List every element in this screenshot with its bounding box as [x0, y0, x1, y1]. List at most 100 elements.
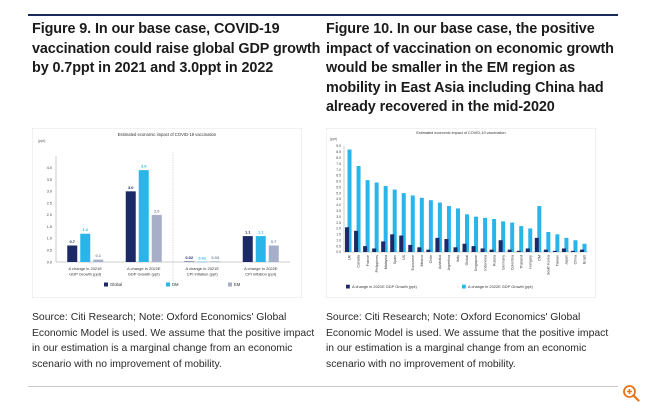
bar-data-label: 3.9 [141, 164, 147, 169]
bar [417, 247, 422, 252]
bar [93, 259, 104, 262]
figure-10-title: Figure 10. In our base case, the positiv… [326, 21, 614, 115]
x-tick-label: Italy [456, 255, 460, 262]
zoom-in-icon[interactable] [622, 384, 640, 402]
x-tick-label: Thailand [519, 255, 523, 269]
bar [471, 246, 476, 252]
x-tick-label: Mexico [420, 255, 424, 266]
y-tick-label: 8.5 [336, 150, 341, 154]
x-tick-label: Germany [501, 255, 505, 270]
bar [408, 244, 413, 252]
bar-data-label: 1.2 [82, 227, 88, 232]
bar [534, 237, 539, 252]
bar [489, 249, 494, 252]
bar [543, 249, 548, 252]
bar-data-label: 1.1 [245, 230, 251, 235]
y-tick-label: 5.5 [336, 185, 341, 189]
legend-entry: DM [172, 282, 179, 287]
bar [80, 233, 91, 262]
bar [345, 227, 350, 252]
x-tick-label: UK [348, 254, 352, 260]
bar-data-label: 3.0 [128, 185, 134, 190]
x-tick-label: Indonesia [483, 255, 487, 271]
x-tick-label: A change in 2021E [68, 266, 102, 271]
y-tick-label: 4.0 [47, 166, 52, 170]
bar [210, 261, 221, 262]
legend-entry: EM [234, 282, 241, 287]
x-tick-label: Malaysia [384, 255, 388, 269]
bar [125, 191, 136, 262]
y-tick-label: 4.5 [336, 197, 341, 201]
bar [546, 231, 551, 252]
bar [516, 250, 521, 252]
figure-10-source: Source: Citi Research; Note: Oxford Econ… [326, 312, 609, 370]
legend-swatch [104, 282, 108, 287]
bar [501, 221, 506, 252]
x-tick-label: Hungary [528, 255, 532, 269]
bar [428, 200, 433, 252]
y-tick-label: 5.0 [336, 191, 341, 195]
bar-data-label: 0.7 [69, 239, 75, 244]
legend-swatch [462, 284, 466, 289]
y-tick-label: 1.5 [336, 233, 341, 237]
x-tick-label: France [366, 255, 370, 266]
y-axis-label: (ppt) [330, 137, 337, 141]
y-tick-label: 0.5 [336, 244, 341, 248]
bar [453, 247, 458, 252]
x-tick-label: Spain [393, 255, 397, 264]
bar [372, 248, 377, 252]
figure-10-chart: Estimated economic impact of COVID-19 va… [325, 127, 597, 299]
y-tick-label: 7.5 [336, 162, 341, 166]
x-tick-label: Eurozone [411, 255, 415, 270]
x-tick-label: GDP Growth (ppt) [128, 272, 161, 277]
bar [444, 239, 449, 252]
x-tick-label: CPI inflation (ppt) [245, 272, 277, 277]
y-tick-label: 3.0 [47, 190, 52, 194]
y-tick-label: 0.0 [336, 250, 341, 254]
x-tick-label: Argentina [447, 255, 451, 270]
figure-9-panel: Figure 9. In our base case, COVID-19 vac… [31, 20, 322, 370]
y-tick-label: 2.0 [336, 227, 341, 231]
bar [354, 230, 359, 252]
bar [507, 249, 512, 252]
figure-9-chart: Estimated economic impact of COVID-19 va… [31, 127, 303, 299]
y-tick-label: 3.5 [47, 178, 52, 182]
bar [555, 234, 560, 252]
y-tick-label: 6.0 [336, 180, 341, 184]
bar [392, 189, 397, 252]
bar [437, 202, 442, 252]
bar [138, 170, 149, 262]
x-tick-label: Chile [429, 255, 433, 263]
chart-frame [31, 127, 303, 299]
bar [435, 237, 440, 252]
bar [365, 180, 370, 252]
bar [446, 206, 451, 252]
x-tick-label: A change in 2022E [127, 266, 161, 271]
x-tick-label: US [402, 254, 406, 260]
bar [525, 248, 530, 252]
bar [492, 219, 497, 252]
bar [582, 243, 587, 252]
y-tick-label: 7.0 [336, 168, 341, 172]
bar [498, 240, 503, 252]
bar [561, 248, 566, 252]
bar-data-label: 0.7 [271, 239, 277, 244]
bar [381, 241, 386, 252]
x-tick-label: Singapore [474, 255, 478, 271]
x-tick-label: CPI inflation (ppt) [187, 272, 219, 277]
bar [383, 186, 388, 252]
bar [579, 249, 584, 252]
bar [528, 228, 533, 252]
y-tick-label: 8.0 [336, 156, 341, 160]
y-tick-label: 1.5 [47, 225, 52, 229]
chart-title: Estimated economic impact of COVID-19 va… [416, 131, 505, 135]
y-tick-label: 0.5 [47, 249, 52, 253]
y-tick-label: 2.0 [47, 213, 52, 217]
x-tick-label: Russia [492, 255, 496, 266]
bar [426, 249, 431, 252]
y-tick-label: 0.0 [47, 260, 52, 264]
x-tick-label: A change in 2021E [185, 266, 219, 271]
bar [480, 248, 485, 252]
bar [483, 217, 488, 252]
x-tick-label: Japan [565, 255, 569, 265]
